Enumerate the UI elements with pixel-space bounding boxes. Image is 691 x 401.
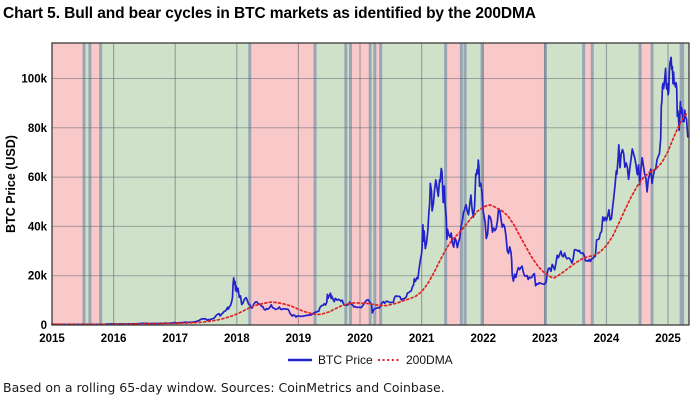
y-tick-label: 20k xyxy=(28,271,48,283)
bull-band xyxy=(84,43,90,325)
bull-band xyxy=(370,43,375,325)
x-tick-label: 2021 xyxy=(409,333,435,345)
x-tick-label: 2017 xyxy=(162,333,188,345)
x-tick-label: 2019 xyxy=(286,333,312,345)
btc-price-line xyxy=(51,56,689,326)
y-axis-title: BTC Price (USD) xyxy=(4,135,18,233)
legend: BTC Price 200DMA xyxy=(288,353,453,367)
x-tick-label: 2020 xyxy=(347,333,373,345)
plot-border xyxy=(51,42,690,326)
y-tick-label: 80k xyxy=(28,123,48,135)
x-tick-label: 2024 xyxy=(594,333,620,345)
bear-band xyxy=(583,43,593,325)
bull-band xyxy=(592,43,641,325)
x-tick-label: 2025 xyxy=(655,333,681,345)
x-tick-label: 2022 xyxy=(470,333,496,345)
legend-btc-label: BTC Price xyxy=(318,353,373,367)
x-tick-label: 2023 xyxy=(532,333,558,345)
bear-band xyxy=(374,43,381,325)
x-tick-label: 2016 xyxy=(101,333,127,345)
gridlines-layer xyxy=(52,43,689,325)
band-separators-layer xyxy=(82,43,685,325)
legend-dma-label: 200DMA xyxy=(406,353,453,367)
chart-title: Chart 5. Bull and bear cycles in BTC mar… xyxy=(3,5,536,22)
y-tick-label: 40k xyxy=(28,221,48,233)
bear-band xyxy=(249,43,316,325)
bear-band xyxy=(89,43,101,325)
y-tick-label: 60k xyxy=(28,172,48,184)
dma-line xyxy=(51,112,688,326)
x-tick-label: 2018 xyxy=(224,333,250,345)
y-tick-label: 0 xyxy=(41,320,47,332)
tick-labels-layer: 2015 2016 2017 2018 2019 2020 2021 2022 2023 2024… xyxy=(21,74,681,346)
bull-band xyxy=(545,43,584,325)
y-tick-label: 100k xyxy=(21,74,47,86)
source-note: Based on a rolling 65-day window. Source… xyxy=(3,380,445,395)
bear-band xyxy=(445,43,462,325)
x-tick-label: 2015 xyxy=(39,333,65,345)
bear-band xyxy=(52,43,85,325)
series-layer xyxy=(51,56,689,326)
